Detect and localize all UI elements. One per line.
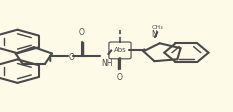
Text: O: O: [69, 53, 75, 62]
Text: O: O: [79, 28, 85, 37]
Text: O: O: [117, 73, 123, 82]
Text: Abs: Abs: [114, 47, 126, 53]
FancyBboxPatch shape: [109, 42, 131, 59]
Text: N: N: [151, 30, 157, 39]
Text: CH₃: CH₃: [151, 25, 163, 30]
Text: NH: NH: [101, 59, 113, 68]
